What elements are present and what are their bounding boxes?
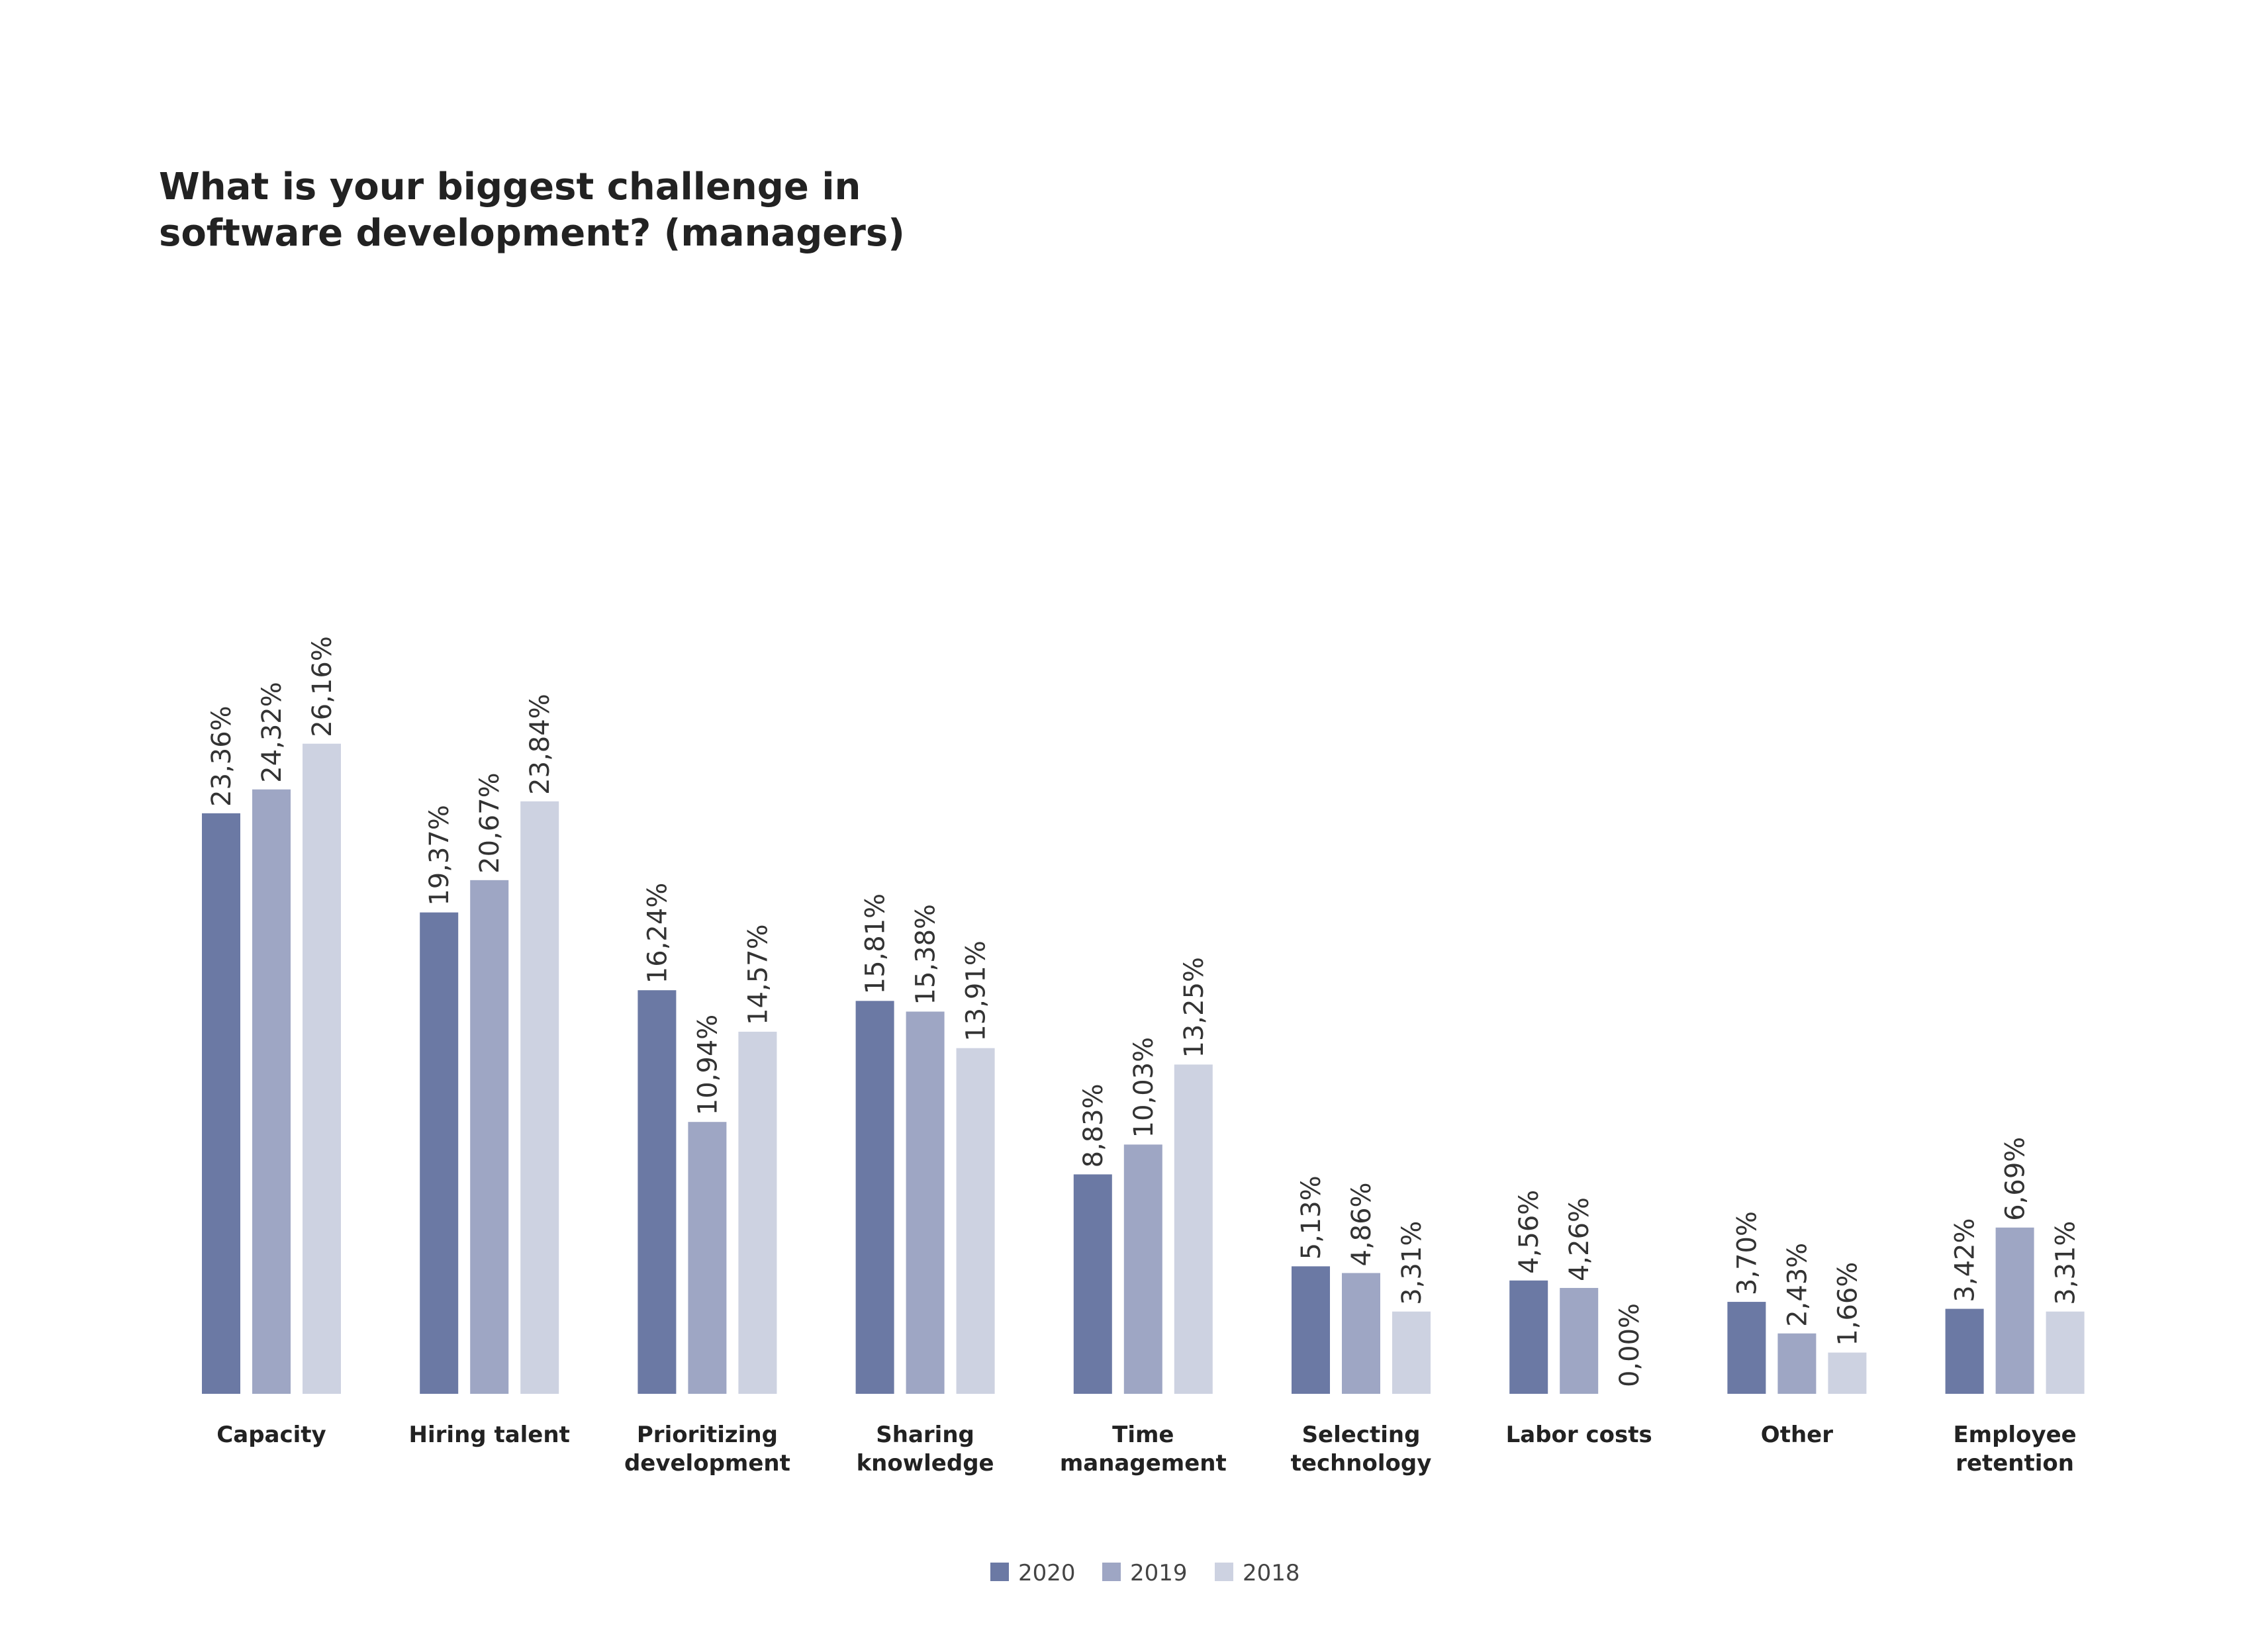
value-label-sharing-knowledge-2018: 13,91% xyxy=(961,940,992,1042)
bar-other-2018 xyxy=(1828,1352,1867,1394)
value-label-labor-costs-2019: 4,26% xyxy=(1564,1197,1595,1281)
bar-time-management-2019 xyxy=(1123,1144,1162,1394)
bar-selecting-technology-2020 xyxy=(1292,1266,1330,1394)
value-label-labor-costs-2018: 0,00% xyxy=(1615,1303,1645,1387)
category-label-line: Sharing xyxy=(876,1422,974,1448)
bar-prioritizing-development-2018 xyxy=(738,1031,777,1394)
category-label-line: retention xyxy=(1956,1450,2074,1477)
value-labels-layer: 23,36% 24,32% 26,16% 19,37% 20,67% 23,84% 16,2… xyxy=(207,636,2081,1387)
category-label-capacity: Capacity xyxy=(216,1422,326,1448)
value-label-other-2020: 3,70% xyxy=(1732,1211,1762,1295)
bar-selecting-technology-2018 xyxy=(1392,1311,1431,1394)
bar-capacity-2020 xyxy=(202,813,240,1394)
bar-sharing-knowledge-2019 xyxy=(906,1011,945,1394)
bar-hiring-talent-2018 xyxy=(520,801,559,1394)
legend-label-2020: 2020 xyxy=(1018,1560,1076,1586)
legend-swatch-2018 xyxy=(1215,1563,1233,1581)
category-label-line: Labor costs xyxy=(1506,1422,1652,1448)
value-label-employee-retention-2019: 6,69% xyxy=(2001,1137,2031,1221)
value-label-time-management-2020: 8,83% xyxy=(1078,1083,1109,1167)
category-label-line: Capacity xyxy=(216,1422,326,1448)
legend-label-2018: 2018 xyxy=(1243,1560,1300,1586)
bar-other-2019 xyxy=(1777,1333,1817,1394)
chart-title-line-2: software development? (managers) xyxy=(159,212,905,255)
category-label-line: Other xyxy=(1761,1422,1833,1448)
value-label-prioritizing-development-2020: 16,24% xyxy=(642,883,673,984)
category-label-other: Other xyxy=(1761,1422,1833,1448)
bar-labor-costs-2019 xyxy=(1560,1288,1599,1394)
value-label-sharing-knowledge-2020: 15,81% xyxy=(861,893,891,995)
value-label-selecting-technology-2018: 3,31% xyxy=(1397,1221,1427,1305)
category-labels-layer: Capacity Hiring talent Prioritizing develop… xyxy=(216,1422,2076,1477)
value-label-capacity-2018: 26,16% xyxy=(307,636,338,737)
bar-sharing-knowledge-2020 xyxy=(855,1001,894,1394)
bar-other-2020 xyxy=(1727,1302,1766,1394)
legend: 2020 2019 2018 xyxy=(990,1560,1300,1586)
value-label-other-2018: 1,66% xyxy=(1832,1262,1863,1346)
value-label-time-management-2019: 10,03% xyxy=(1129,1037,1159,1138)
bar-selecting-technology-2019 xyxy=(1342,1273,1380,1394)
category-label-prioritizing-development: Prioritizing development xyxy=(624,1422,790,1477)
value-label-hiring-talent-2018: 23,84% xyxy=(525,694,555,795)
category-label-line: management xyxy=(1060,1450,1227,1477)
bar-capacity-2018 xyxy=(303,743,341,1394)
value-label-capacity-2020: 23,36% xyxy=(207,706,237,807)
value-label-employee-retention-2020: 3,42% xyxy=(1950,1218,1981,1302)
bar-prioritizing-development-2019 xyxy=(688,1122,727,1394)
bars-layer xyxy=(202,743,2085,1394)
bar-labor-costs-2020 xyxy=(1509,1280,1548,1394)
bar-prioritizing-development-2020 xyxy=(638,990,677,1394)
value-label-selecting-technology-2019: 4,86% xyxy=(1347,1182,1377,1266)
value-label-time-management-2018: 13,25% xyxy=(1179,957,1209,1058)
value-label-prioritizing-development-2019: 10,94% xyxy=(692,1015,723,1116)
category-label-line: technology xyxy=(1291,1450,1432,1477)
value-label-selecting-technology-2020: 5,13% xyxy=(1296,1175,1327,1259)
category-label-selecting-technology: Selecting technology xyxy=(1291,1422,1432,1477)
chart-title: What is your biggest challenge in softwa… xyxy=(159,164,905,257)
bar-employee-retention-2020 xyxy=(1945,1308,1984,1394)
category-label-time-management: Time management xyxy=(1060,1422,1227,1477)
value-label-hiring-talent-2020: 19,37% xyxy=(424,805,455,906)
value-label-hiring-talent-2019: 20,67% xyxy=(475,772,505,874)
legend-swatch-2020 xyxy=(990,1563,1009,1581)
value-label-employee-retention-2018: 3,31% xyxy=(2051,1221,2081,1305)
value-label-prioritizing-development-2018: 14,57% xyxy=(743,924,773,1025)
value-label-other-2019: 2,43% xyxy=(1782,1243,1813,1327)
bar-sharing-knowledge-2018 xyxy=(956,1048,995,1394)
category-label-line: Employee xyxy=(1953,1422,2076,1448)
category-label-labor-costs: Labor costs xyxy=(1506,1422,1652,1448)
value-label-capacity-2019: 24,32% xyxy=(257,682,287,783)
bar-capacity-2019 xyxy=(252,789,291,1394)
bar-employee-retention-2018 xyxy=(2046,1311,2085,1394)
value-label-labor-costs-2020: 4,56% xyxy=(1514,1190,1544,1274)
category-label-line: development xyxy=(624,1450,790,1477)
category-label-hiring-talent: Hiring talent xyxy=(409,1422,570,1448)
chart-title-line-1: What is your biggest challenge in xyxy=(159,165,861,208)
category-label-line: knowledge xyxy=(857,1450,994,1477)
bar-time-management-2020 xyxy=(1073,1174,1112,1394)
bar-employee-retention-2019 xyxy=(1995,1227,2034,1394)
bar-hiring-talent-2020 xyxy=(420,912,459,1394)
category-label-line: Selecting xyxy=(1302,1422,1421,1448)
category-label-sharing-knowledge: Sharing knowledge xyxy=(857,1422,994,1477)
category-label-line: Time xyxy=(1112,1422,1174,1448)
legend-label-2019: 2019 xyxy=(1130,1560,1188,1586)
bar-time-management-2018 xyxy=(1174,1064,1213,1394)
value-label-sharing-knowledge-2019: 15,38% xyxy=(911,904,941,1005)
bar-hiring-talent-2019 xyxy=(470,880,509,1394)
category-label-employee-retention: Employee retention xyxy=(1953,1422,2076,1477)
category-label-line: Prioritizing xyxy=(637,1422,778,1448)
legend-swatch-2019 xyxy=(1102,1563,1121,1581)
category-label-line: Hiring talent xyxy=(409,1422,570,1448)
